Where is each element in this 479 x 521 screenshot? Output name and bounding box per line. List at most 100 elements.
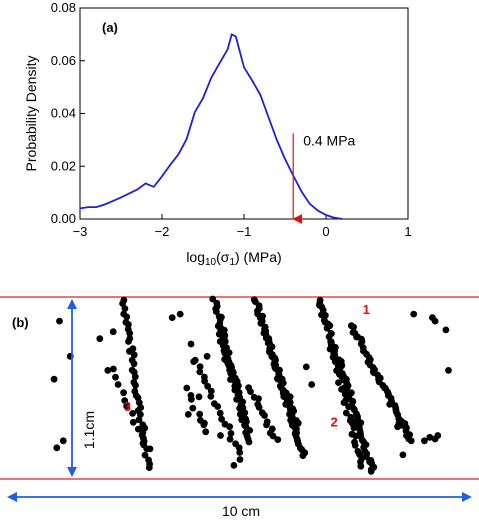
crack-dot [407, 437, 415, 445]
x-axis-label: log10(σ1) (MPa) [186, 249, 281, 268]
crack-dot [187, 340, 195, 348]
y-tick-label: 0.06 [51, 53, 76, 68]
crack-dot [286, 399, 294, 406]
crack-dot [308, 381, 316, 388]
crack-dot [196, 410, 204, 418]
x-tick-label: −3 [73, 224, 88, 239]
x-axis-label-log: log [186, 249, 205, 265]
crack-dot [195, 393, 203, 401]
crack-dot [135, 416, 143, 424]
crack-dot [236, 410, 244, 418]
crack-dot [123, 402, 130, 410]
crack-dot [188, 395, 195, 403]
crack-dot [288, 412, 296, 419]
crack-dot [261, 412, 268, 419]
crack-dot [351, 442, 359, 449]
crack-dot [394, 423, 401, 431]
crack-dot [50, 375, 58, 383]
crack-dot [109, 328, 117, 336]
crack-dot [207, 393, 215, 400]
crack-dot [96, 335, 104, 343]
crack-dot [266, 339, 273, 347]
crack-dot [201, 419, 208, 427]
density-curve [79, 33, 343, 220]
crack-dot [335, 379, 342, 386]
crack-dot [326, 345, 334, 353]
crack-dot [125, 338, 132, 345]
crack-dot [218, 415, 226, 423]
strand-label: 1 [363, 302, 370, 317]
x-axis-label-sub: 10 [205, 257, 217, 268]
crack-dot [431, 317, 439, 325]
crack-dot [120, 389, 127, 397]
crack-dot [196, 363, 204, 371]
crack-dot [110, 365, 117, 373]
crack-dot [168, 314, 176, 321]
x-tick-label: −1 [237, 224, 252, 239]
crack-dot [114, 381, 122, 388]
crack-dot [323, 324, 331, 332]
strand-labels: 1 2 3 [124, 302, 370, 430]
crack-dot [263, 421, 270, 429]
crack-dot [442, 326, 450, 334]
x-axis-label-sigma: (σ [216, 249, 230, 265]
y-tick-label: 0.00 [51, 211, 76, 226]
crack-dot [130, 360, 138, 368]
crack-dot [104, 367, 112, 374]
crack-dot [299, 452, 307, 459]
crack-dot [238, 416, 246, 424]
plot-frame [79, 7, 409, 220]
crack-dot [293, 429, 300, 437]
crack-dot [342, 409, 350, 417]
crack-dot [269, 351, 276, 358]
crack-dot [138, 431, 146, 439]
crack-dot [226, 435, 234, 443]
crack-dots [50, 295, 452, 475]
crack-dot [139, 439, 147, 447]
y-tick-label: 0.02 [51, 158, 76, 173]
crack-dot [445, 367, 452, 374]
crack-dot [255, 395, 262, 403]
crack-dot [59, 437, 67, 445]
crack-dot [386, 400, 394, 408]
height-scale-label: 1.1cm [81, 411, 97, 449]
crack-dot [231, 386, 239, 394]
crack-dot [131, 373, 139, 381]
crack-dot [53, 444, 61, 452]
crack-dot [434, 432, 442, 439]
crack-dot [340, 399, 348, 406]
crack-dot [207, 387, 215, 395]
threshold-label: 0.4 MPa [303, 132, 355, 148]
crack-dot [341, 390, 349, 398]
crack-dot [345, 403, 352, 410]
x-axis-ticks: −3 −2 −1 0 1 [73, 214, 412, 239]
crack-dot [230, 462, 238, 469]
crack-dot [204, 382, 212, 390]
panel-b-scatter: 1.1cm 10 cm (b) 1 2 3 [0, 295, 479, 519]
crack-dot [274, 436, 282, 443]
crack-dot [176, 310, 184, 318]
crack-dot [184, 411, 192, 418]
crack-dot [245, 438, 253, 446]
crack-dot [126, 329, 134, 337]
crack-dot [338, 386, 345, 393]
crack-dot [357, 462, 365, 470]
crack-dot [137, 411, 144, 418]
crack-dot [226, 423, 234, 431]
crack-dot [203, 352, 211, 360]
crack-dot [209, 295, 217, 303]
crack-dot [350, 323, 357, 331]
crack-dot [338, 373, 346, 380]
crack-dot [410, 310, 418, 318]
crack-dot [132, 381, 139, 389]
y-axis-label: Probability Density [23, 56, 39, 172]
crack-dot [134, 425, 142, 433]
crack-dot [112, 373, 119, 381]
x-tick-label: 1 [404, 224, 411, 239]
crack-dot [214, 403, 222, 410]
crack-dot [123, 313, 131, 321]
crack-dot [121, 305, 129, 312]
crack-dot [227, 430, 235, 437]
panel-label-a: (a) [102, 20, 118, 35]
